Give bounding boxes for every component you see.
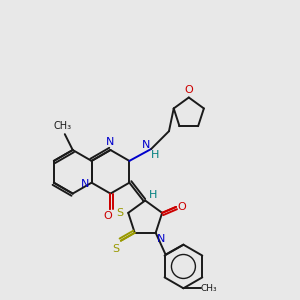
Text: O: O: [103, 212, 112, 221]
Text: O: O: [178, 202, 186, 212]
Text: N: N: [157, 234, 165, 244]
Text: N: N: [142, 140, 150, 150]
Text: S: S: [116, 208, 123, 218]
Text: O: O: [184, 85, 193, 94]
Text: N: N: [80, 179, 89, 189]
Text: H: H: [151, 150, 159, 160]
Text: CH₃: CH₃: [54, 121, 72, 131]
Text: CH₃: CH₃: [201, 284, 217, 293]
Text: N: N: [106, 137, 115, 147]
Text: H: H: [149, 190, 157, 200]
Text: S: S: [112, 244, 119, 254]
